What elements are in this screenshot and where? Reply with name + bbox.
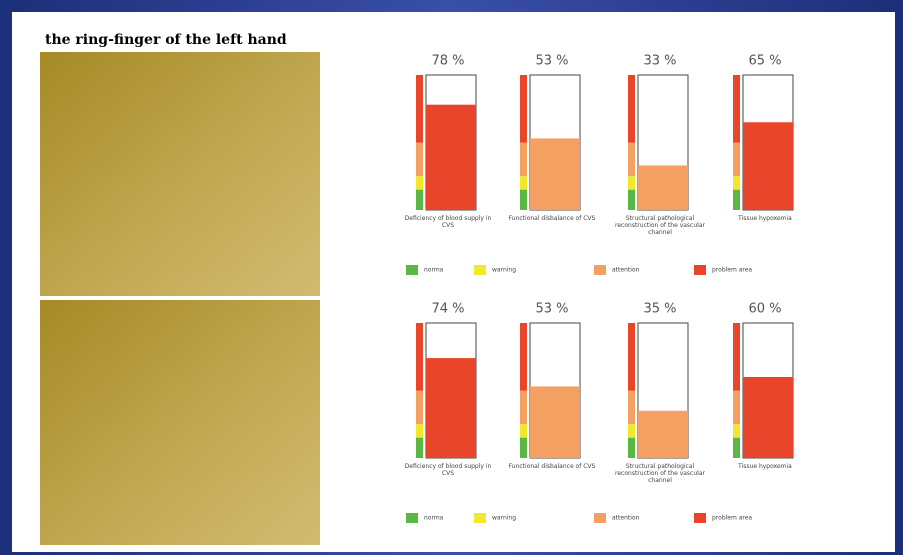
scale-strip <box>416 424 423 438</box>
legend-label: warning <box>492 267 516 274</box>
bar <box>743 377 793 458</box>
scale-strip <box>416 75 423 143</box>
legend-label: norma <box>424 267 444 274</box>
scale-strip <box>733 390 740 425</box>
value-label: 53 % <box>535 54 568 69</box>
scale-strip <box>520 323 527 391</box>
value-label: 60 % <box>748 302 781 317</box>
scale-strip <box>733 437 740 458</box>
photo <box>40 300 320 545</box>
scale-strip <box>733 176 740 190</box>
bar <box>530 386 580 458</box>
legend-swatch <box>594 265 606 275</box>
value-label: 65 % <box>748 54 781 69</box>
category-label: Deficiency of blood supply in CVS <box>405 463 492 477</box>
value-label: 53 % <box>535 302 568 317</box>
bar <box>426 358 476 458</box>
value-label: 78 % <box>431 54 464 69</box>
legend-swatch <box>474 265 486 275</box>
scale-strip <box>628 390 635 425</box>
bar <box>743 122 793 210</box>
scale-strip <box>628 323 635 391</box>
legend-label: problem area <box>712 267 752 274</box>
scale-strip <box>733 75 740 143</box>
scale-strip <box>416 189 423 210</box>
category-label: Structural pathological reconstruction of… <box>615 463 705 484</box>
scale-strip <box>416 323 423 391</box>
value-label: 33 % <box>643 54 676 69</box>
legend-label: norma <box>424 515 444 522</box>
legend-swatch <box>406 513 418 523</box>
value-label: 35 % <box>643 302 676 317</box>
scale-strip <box>628 437 635 458</box>
scale-strip <box>628 142 635 177</box>
legend-swatch <box>474 513 486 523</box>
scale-strip <box>628 176 635 190</box>
scale-strip <box>733 323 740 391</box>
category-label: Tissue hypoxemia <box>737 215 792 222</box>
legend-label: attention <box>612 515 640 522</box>
bar <box>638 165 688 210</box>
scale-strip <box>416 142 423 177</box>
scale-strip <box>416 176 423 190</box>
legend-swatch <box>594 513 606 523</box>
category-label: Structural pathological reconstruction of… <box>615 215 705 236</box>
legend-label: problem area <box>712 515 752 522</box>
scale-strip <box>520 189 527 210</box>
category-label: Tissue hypoxemia <box>737 463 792 470</box>
value-label: 74 % <box>431 302 464 317</box>
scale-strip <box>733 424 740 438</box>
legend-label: warning <box>492 515 516 522</box>
legend-label: attention <box>612 267 640 274</box>
photo <box>40 52 320 296</box>
scale-strip <box>520 176 527 190</box>
legend-swatch <box>694 265 706 275</box>
scale-strip <box>520 437 527 458</box>
scale-strip <box>416 437 423 458</box>
title: the ring-finger of the left hand <box>45 32 287 48</box>
scale-strip <box>628 75 635 143</box>
scale-strip <box>520 390 527 425</box>
scale-strip <box>733 189 740 210</box>
bar <box>530 138 580 210</box>
scale-strip <box>520 424 527 438</box>
legend-swatch <box>694 513 706 523</box>
scale-strip <box>520 142 527 177</box>
category-label: Functional disbalance of CVS <box>509 463 596 470</box>
scale-strip <box>520 75 527 143</box>
scale-strip <box>416 390 423 425</box>
category-label: Deficiency of blood supply in CVS <box>405 215 492 229</box>
bar <box>426 104 476 210</box>
scale-strip <box>628 189 635 210</box>
legend-swatch <box>406 265 418 275</box>
scale-strip <box>628 424 635 438</box>
category-label: Functional disbalance of CVS <box>509 215 596 222</box>
bar <box>638 410 688 458</box>
scale-strip <box>733 142 740 177</box>
